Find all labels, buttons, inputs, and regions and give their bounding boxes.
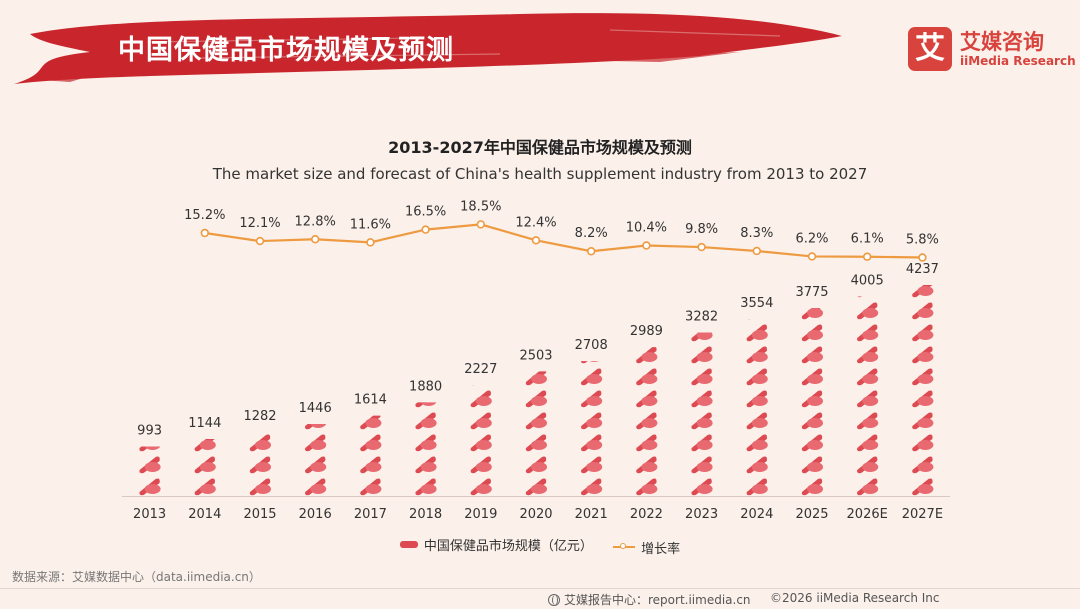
growth-rate-label: 8.2%	[575, 226, 608, 241]
bar-value-label: 1880	[409, 379, 442, 394]
data-source: 数据来源：艾媒数据中心（data.iimedia.cn）	[12, 570, 261, 584]
growth-rate-label: 12.8%	[295, 214, 336, 229]
bar-value-label: 2989	[630, 324, 663, 339]
growth-rate-label: 11.6%	[350, 217, 391, 232]
growth-rate-label: 5.8%	[906, 233, 939, 248]
bar-value-label: 2708	[575, 338, 608, 353]
bar-2019	[470, 385, 492, 496]
growth-point-2016	[311, 235, 320, 244]
growth-point-2025	[807, 252, 817, 261]
bar-2022	[636, 347, 658, 496]
growth-point-2018	[421, 225, 430, 234]
bar-value-label: 2227	[464, 362, 497, 377]
growth-point-2021	[586, 247, 596, 256]
growth-rate-line	[204, 223, 923, 259]
growth-point-2026E	[862, 252, 872, 261]
x-tick-label: 2015	[243, 507, 276, 522]
bar-2026E	[857, 296, 879, 496]
bar-value-label: 3775	[795, 285, 828, 300]
legend-line-swatch	[613, 543, 636, 549]
growth-rate-label: 8.3%	[740, 226, 773, 241]
bar-value-label: 1446	[299, 401, 332, 416]
growth-rate-label: 9.8%	[685, 222, 718, 237]
x-tick-label: 2025	[795, 507, 828, 522]
x-tick-label: 2020	[519, 507, 552, 522]
bar-2014	[194, 439, 216, 496]
growth-point-2023	[697, 242, 706, 252]
footer-report-center: 艾媒报告中心：report.iimedia.cn	[548, 591, 751, 608]
x-tick-label: 2027E	[902, 507, 943, 522]
legend-label-growth-rate: 增长率	[641, 541, 681, 557]
footer-report-url: 艾媒报告中心：report.iimedia.cn	[564, 593, 751, 607]
growth-point-2020	[531, 236, 541, 245]
growth-rate-label: 10.4%	[626, 221, 667, 236]
globe-icon	[548, 593, 560, 606]
growth-point-2019	[476, 220, 485, 229]
x-tick-label: 2024	[740, 507, 773, 522]
x-tick-label: 2019	[464, 507, 497, 522]
brand-name-cn: 艾媒咨询	[960, 30, 1044, 54]
growth-point-2014	[200, 228, 210, 238]
footer-copyright: ©2026 iiMedia Research Inc	[770, 591, 940, 605]
growth-point-2022	[642, 241, 651, 250]
x-tick-label: 2017	[354, 507, 387, 522]
bar-2024	[746, 319, 768, 496]
bar-value-label: 3282	[685, 310, 718, 325]
bar-2020	[525, 371, 547, 496]
x-tick-label: 2018	[409, 507, 442, 522]
chart-subtitle: The market size and forecast of China's …	[212, 165, 868, 183]
x-tick-label: 2016	[299, 507, 332, 522]
bar-2018	[415, 402, 437, 496]
bar-2013	[139, 446, 161, 496]
bar-2016	[305, 423, 327, 496]
x-tick-label: 2013	[133, 507, 166, 522]
legend-item-market-size: 中国保健品市场规模（亿元）	[399, 535, 593, 554]
growth-point-2027E	[918, 253, 927, 262]
growth-rate-label: 12.1%	[239, 216, 280, 231]
growth-rate-label: 6.2%	[795, 231, 828, 246]
bar-2017	[360, 415, 382, 496]
bar-value-label: 1614	[354, 393, 387, 408]
brush-stroke	[14, 13, 842, 84]
growth-rate-label: 16.5%	[405, 205, 446, 220]
growth-point-2017	[366, 238, 375, 247]
bar-value-label: 993	[137, 424, 162, 439]
growth-point-2024	[752, 246, 761, 256]
growth-rate-label: 12.4%	[515, 215, 556, 230]
chart-area: 993 2013 1144 2014 1282 2015 1446 2016 1614 2017 1…	[122, 199, 950, 522]
growth-point-2015	[255, 236, 265, 246]
bar-value-label: 3554	[740, 296, 773, 311]
bar-2023	[691, 332, 713, 496]
bar-2015	[249, 434, 271, 496]
brand-logo: 艾 艾媒咨询 iiMedia Research	[908, 24, 1076, 74]
legend-bar-swatch	[399, 541, 418, 548]
chart-legend: 中国保健品市场规模（亿元） 增长率	[0, 535, 1080, 557]
bar-value-label: 4005	[851, 274, 884, 289]
brand-logo-icon: 艾	[908, 27, 952, 71]
growth-rate-label: 6.1%	[851, 232, 884, 247]
bar-2025	[801, 308, 823, 496]
legend-item-growth-rate: 增长率	[613, 538, 680, 557]
bar-value-label: 2503	[519, 348, 552, 363]
chart-title: 2013-2027年中国保健品市场规模及预测	[388, 138, 692, 157]
legend-label-market-size: 中国保健品市场规模（亿元）	[423, 539, 593, 554]
brand-name-en: iiMedia Research	[960, 54, 1076, 68]
x-tick-label: 2023	[685, 507, 718, 522]
x-tick-label: 2021	[575, 507, 608, 522]
bar-2021	[581, 361, 603, 496]
bar-2027E	[912, 285, 934, 496]
bar-value-label: 1144	[188, 416, 221, 431]
growth-rate-label: 15.2%	[184, 208, 225, 223]
x-tick-label: 2022	[630, 507, 663, 522]
growth-rate-label: 18.5%	[460, 199, 501, 214]
bar-value-label: 4237	[906, 262, 939, 277]
x-tick-label: 2014	[188, 507, 221, 522]
header-banner	[14, 13, 842, 84]
bar-value-label: 1282	[243, 409, 276, 424]
page-title: 中国保健品市场规模及预测	[118, 35, 454, 66]
page-footer: 艾媒报告中心：report.iimedia.cn ©2026 iiMedia R…	[0, 588, 1080, 609]
x-tick-label: 2026E	[847, 507, 888, 522]
